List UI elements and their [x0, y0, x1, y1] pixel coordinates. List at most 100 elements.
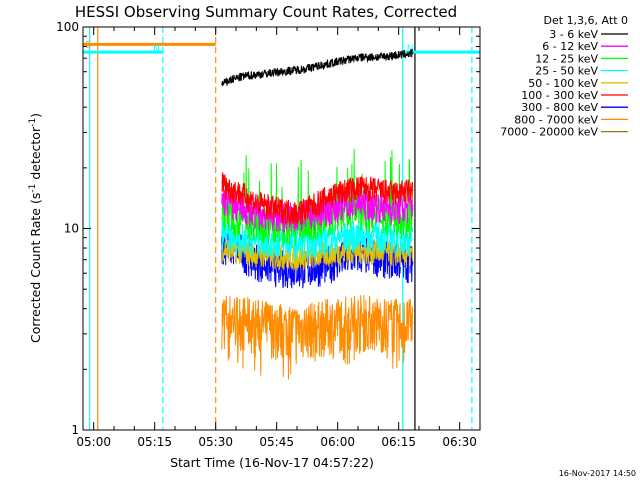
- legend-entry-4: 50 - 100 keV: [528, 77, 598, 90]
- series-5-point: [296, 211, 298, 214]
- series-5-point: [312, 204, 314, 207]
- series-7-trace: [221, 295, 414, 380]
- series-0-point: [412, 52, 414, 54]
- legend-entry-3: 25 - 50 keV: [535, 65, 598, 78]
- series-0-point: [365, 56, 367, 58]
- series-3-point: [276, 241, 278, 243]
- series-3-point: [398, 237, 400, 239]
- series-3-point: [337, 237, 339, 239]
- x-tick-label-3: 05:45: [259, 435, 294, 449]
- series-1-point: [235, 204, 237, 207]
- series-1-point: [337, 204, 339, 207]
- night-2-label: N: [407, 44, 414, 54]
- x-tick-label-2: 05:30: [198, 435, 233, 449]
- series-0-point: [353, 57, 355, 59]
- series-1-point: [221, 198, 223, 200]
- series-2-point: [221, 208, 223, 210]
- series-3-point: [412, 239, 414, 241]
- y-tick-label-0: 1: [71, 423, 79, 437]
- series-3-point: [296, 242, 298, 244]
- series-2-point: [255, 219, 257, 221]
- legend-entry-5: 100 - 300 keV: [521, 89, 598, 102]
- y-axis-label-part-1: Corrected Count Rate (s: [28, 193, 43, 343]
- series-0-point: [402, 53, 404, 56]
- series-6-point: [412, 261, 414, 263]
- x-tick-label-6: 06:30: [442, 435, 477, 449]
- x-tick-label-4: 06:00: [320, 435, 355, 449]
- series-1-point: [377, 204, 379, 207]
- series-3-point: [235, 237, 237, 239]
- y-axis-label-part-3: ): [28, 113, 43, 118]
- y-tick-label-2: 100: [56, 20, 79, 34]
- timestamp: 16-Nov-2017 14:50: [559, 469, 636, 478]
- night-1-label: N: [153, 44, 160, 54]
- series-4-point: [357, 249, 359, 251]
- series-7-point: [337, 319, 339, 321]
- series-4-point: [337, 251, 339, 254]
- series-5-point: [255, 201, 257, 203]
- series-1-point: [398, 208, 400, 210]
- series-7-point: [377, 319, 379, 321]
- series-1-point: [255, 211, 257, 214]
- series-5-line: [221, 172, 414, 226]
- series-0-point: [221, 83, 223, 85]
- series-5-point: [276, 208, 278, 210]
- series-0-point: [292, 69, 294, 71]
- series-3-point: [377, 235, 379, 237]
- series-7-point: [398, 322, 400, 324]
- series-0-point: [328, 62, 331, 64]
- series-5-point: [345, 189, 347, 191]
- legend-entry-8: 7000 - 20000 keV: [500, 126, 598, 139]
- series-0-point: [304, 68, 306, 70]
- series-0-line: [221, 48, 414, 87]
- y-axis-label: Corrected Count Rate (s-1 detector-1): [28, 113, 43, 343]
- series-4-point: [255, 253, 257, 255]
- series-3-point: [255, 239, 257, 241]
- series-4-point: [296, 256, 298, 258]
- x-tick-label-5: 06:15: [381, 435, 416, 449]
- series-4-line: [221, 237, 414, 271]
- y-axis-label-part-2: detector: [28, 126, 43, 184]
- plot-frame: [82, 26, 481, 431]
- series-5-point: [361, 186, 363, 188]
- series-0-point: [377, 56, 379, 58]
- series-4-point: [316, 254, 318, 256]
- series-0-point: [255, 74, 257, 76]
- legend-entry-1: 6 - 12 keV: [542, 40, 598, 53]
- series-0-point: [243, 75, 245, 77]
- chart-title: HESSI Observing Summary Count Rates, Cor…: [75, 3, 457, 21]
- series-5-point: [227, 186, 229, 188]
- series-7-point: [255, 322, 257, 324]
- series-1-point: [357, 201, 359, 203]
- series-7-point: [296, 327, 298, 329]
- series-3-point: [221, 232, 223, 234]
- saa-label: S: [85, 40, 91, 50]
- series-5-point: [328, 195, 331, 197]
- legend-entry-6: 300 - 800 keV: [521, 101, 598, 114]
- series-5-point: [394, 192, 396, 194]
- y-axis-label-superscript-1: -1: [28, 184, 38, 193]
- series-7-point: [221, 314, 223, 317]
- series-0-trace: [221, 48, 414, 87]
- x-axis-label: Start Time (16-Nov-17 04:57:22): [170, 455, 374, 470]
- y-axis-label-superscript-2: -1: [28, 118, 38, 127]
- series-0-point: [231, 78, 233, 80]
- series-0-point: [316, 65, 318, 67]
- series-7-point: [235, 317, 237, 319]
- series-0-point: [280, 71, 282, 73]
- series-7-point: [412, 322, 414, 324]
- x-tick-label-0: 05:00: [76, 435, 111, 449]
- x-tick-label-1: 05:15: [137, 435, 172, 449]
- series-0-point: [341, 60, 343, 62]
- y-tick-label-1: 10: [64, 222, 79, 236]
- series-7-point: [316, 324, 318, 327]
- series-2-point: [412, 219, 414, 221]
- series-4-point: [221, 247, 223, 249]
- series-3-point: [316, 240, 318, 242]
- series-5-point: [412, 189, 414, 191]
- legend-entry-7: 800 - 7000 keV: [514, 113, 598, 126]
- series-7-point: [357, 317, 359, 319]
